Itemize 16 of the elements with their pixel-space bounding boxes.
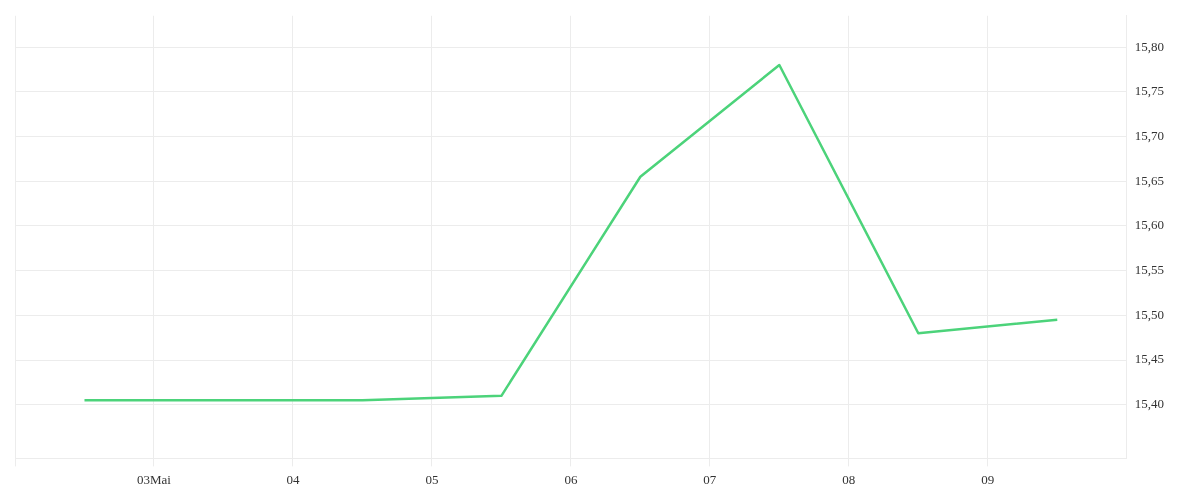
y-tick-label: 15,50 — [1134, 306, 1164, 322]
x-tick-label: 08 — [842, 471, 856, 487]
x-tick-label: 05 — [425, 471, 439, 487]
y-tick-label: 15,40 — [1134, 396, 1164, 412]
x-tick-label: 04 — [286, 471, 300, 487]
y-tick-label: 15,70 — [1134, 127, 1164, 143]
x-tick-label: 09 — [981, 471, 995, 487]
x-tick-label: 06 — [564, 471, 578, 487]
y-tick-label: 15,60 — [1134, 217, 1164, 233]
x-tick-label: 07 — [703, 471, 717, 487]
y-tick-label: 15,75 — [1134, 83, 1164, 99]
y-tick-label: 15,55 — [1134, 262, 1164, 278]
y-tick-label: 15,80 — [1134, 38, 1164, 54]
y-tick-label: 15,65 — [1134, 172, 1164, 188]
y-tick-label: 15,45 — [1134, 351, 1164, 367]
x-tick-label: 03Mai — [136, 471, 172, 487]
